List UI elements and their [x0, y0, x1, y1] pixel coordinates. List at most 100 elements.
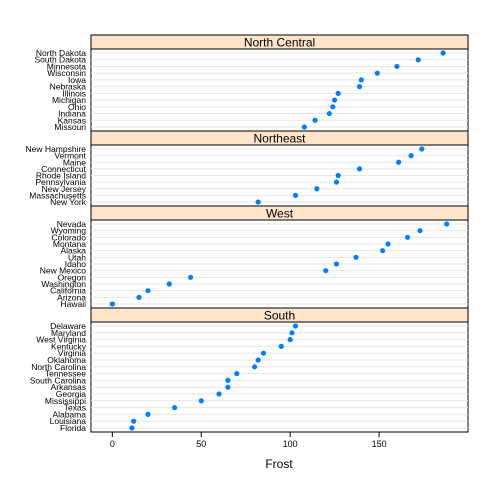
data-point: [145, 288, 151, 294]
data-point: [332, 97, 338, 103]
data-point: [417, 228, 423, 234]
data-point: [301, 124, 307, 130]
data-point: [394, 63, 400, 70]
data-point: [260, 350, 267, 356]
state-label: Oklahoma: [47, 355, 86, 365]
state-label: Maine: [63, 157, 86, 167]
data-point: [225, 377, 231, 383]
data-point: [415, 57, 421, 63]
state-label: Washington: [41, 279, 86, 289]
state-label: Montana: [53, 239, 86, 249]
data-point: [374, 70, 380, 76]
state-label: Ohio: [68, 102, 86, 112]
data-point: [356, 84, 363, 90]
panel-frame: [90, 48, 469, 132]
state-label: Mississippi: [45, 396, 86, 406]
data-point: [252, 364, 258, 370]
state-label: Utah: [68, 252, 86, 262]
data-point: [323, 268, 329, 274]
state-label: Kentucky: [51, 341, 87, 351]
state-label: North Carolina: [31, 362, 86, 372]
data-point: [278, 343, 284, 349]
panel-strip-label: North Central: [244, 36, 315, 50]
data-point: [255, 199, 261, 205]
state-label: Arizona: [57, 292, 86, 302]
data-point: [129, 425, 135, 431]
state-label: Hawaii: [60, 299, 86, 309]
panel-strip-label: Northeast: [253, 132, 306, 146]
data-point: [396, 159, 402, 165]
data-point: [131, 418, 137, 424]
data-point: [444, 221, 450, 227]
state-label: Michigan: [52, 95, 86, 105]
data-point: [408, 153, 414, 159]
data-point: [356, 166, 363, 172]
data-point: [187, 274, 194, 280]
data-point: [335, 90, 341, 96]
state-label: Missouri: [54, 122, 86, 132]
state-label: Nebraska: [50, 82, 87, 92]
x-axis-title: Frost: [265, 457, 293, 471]
x-tick-label: 50: [196, 439, 206, 449]
panel-frame: [90, 321, 469, 433]
state-label: Arkansas: [51, 382, 86, 392]
data-point: [287, 337, 293, 343]
data-point: [419, 146, 425, 152]
panel-strip-label: South: [264, 309, 295, 323]
data-point: [171, 405, 178, 411]
data-point: [292, 192, 299, 198]
data-point: [404, 234, 411, 240]
state-label: New Mexico: [40, 266, 87, 276]
state-label: Indiana: [58, 109, 86, 119]
state-label: Vermont: [54, 151, 86, 161]
data-point: [166, 281, 172, 287]
state-label: South Carolina: [30, 375, 87, 385]
state-label: West Virginia: [36, 335, 86, 345]
data-point: [312, 117, 318, 123]
x-tick-label: 100: [283, 439, 298, 449]
x-tick-label: 150: [372, 439, 387, 449]
state-label: New Hampshire: [26, 144, 87, 154]
data-point: [335, 172, 341, 179]
state-label: Kansas: [58, 115, 86, 125]
state-label: Virginia: [58, 348, 86, 358]
data-point: [330, 104, 336, 110]
state-label: South Dakota: [34, 55, 86, 65]
state-label: Oregon: [58, 272, 87, 282]
data-point: [145, 411, 151, 417]
state-label: Georgia: [56, 389, 87, 399]
state-label: Minnesota: [47, 61, 86, 71]
state-label: Alaska: [60, 246, 86, 256]
state-label: Pennsylvania: [35, 177, 86, 187]
state-label: North Dakota: [36, 48, 86, 58]
data-point: [358, 77, 364, 83]
data-point: [136, 294, 142, 300]
data-point: [440, 50, 446, 56]
state-label: Iowa: [68, 75, 86, 85]
state-label: Connecticut: [41, 164, 87, 174]
data-point: [234, 371, 240, 377]
data-point: [314, 186, 320, 192]
state-label: Alabama: [52, 409, 86, 419]
data-point: [198, 398, 204, 404]
state-label: Wisconsin: [47, 68, 86, 78]
state-label: Illinois: [62, 88, 86, 98]
panel-strip-label: West: [266, 207, 294, 221]
state-label: Nevada: [57, 219, 87, 229]
data-point: [333, 179, 340, 185]
data-point: [333, 261, 340, 267]
data-point: [380, 248, 386, 254]
state-label: Colorado: [52, 232, 87, 242]
data-point: [289, 330, 295, 336]
data-point: [225, 384, 231, 390]
data-point: [109, 301, 115, 307]
data-point: [326, 110, 332, 117]
data-point: [353, 254, 359, 260]
state-label: New Jersey: [42, 184, 87, 194]
data-point: [385, 241, 391, 247]
state-label: Wyoming: [51, 226, 87, 236]
state-label: Florida: [60, 423, 86, 433]
state-label: Idaho: [65, 259, 87, 269]
data-point: [292, 323, 299, 329]
